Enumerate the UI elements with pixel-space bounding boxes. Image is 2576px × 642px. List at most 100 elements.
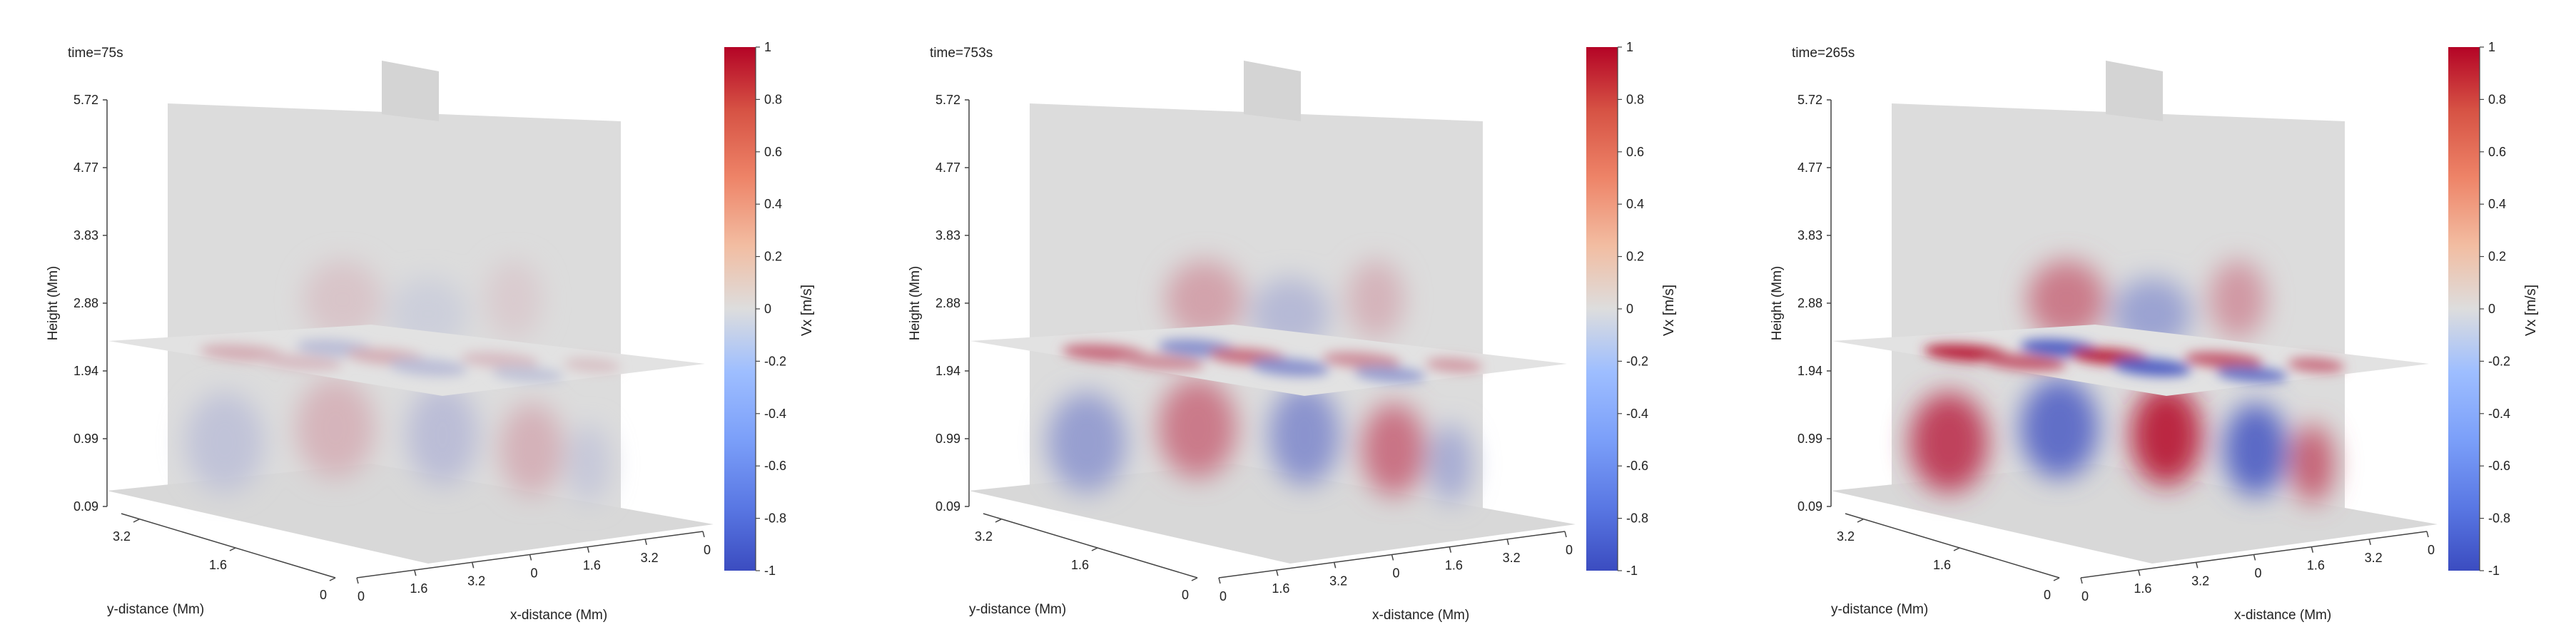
y-tick bbox=[1857, 519, 1864, 523]
vx-stripe bbox=[492, 366, 564, 383]
bottom-slice bbox=[1831, 464, 2438, 564]
vx-blob-upper bbox=[485, 260, 542, 339]
x-tick-label: 3.2 bbox=[641, 551, 659, 565]
vx-blob bbox=[2131, 385, 2202, 485]
colorbar-tick-label: -0.8 bbox=[2488, 511, 2510, 526]
y-axis-line bbox=[1845, 513, 2060, 579]
z-axis-label: Height (Mm) bbox=[908, 266, 923, 341]
vx-stripe bbox=[2184, 352, 2263, 369]
z-tick-label: 1.94 bbox=[73, 364, 98, 378]
colorbar-tick-label: -1 bbox=[1626, 564, 1638, 578]
middle-slice-vx-pattern bbox=[200, 339, 621, 383]
x-axis-label: x-distance (Mm) bbox=[510, 608, 607, 623]
y-tick-label: 0 bbox=[2044, 588, 2051, 602]
z-tick-label: 3.83 bbox=[935, 228, 960, 243]
x-tick bbox=[2426, 531, 2429, 538]
y-tick bbox=[1091, 547, 1098, 551]
vx-stripe bbox=[564, 357, 621, 373]
time-label: time=753s bbox=[930, 46, 993, 61]
x-tick-label: 1.6 bbox=[583, 559, 601, 573]
colorbar bbox=[724, 47, 756, 571]
colorbar-tick-label: 1 bbox=[2488, 40, 2495, 54]
z-tick-label: 0.09 bbox=[935, 499, 960, 514]
vertical-slice-fin bbox=[1244, 61, 1301, 121]
z-tick-label: 5.72 bbox=[935, 93, 960, 107]
z-tick-label: 5.72 bbox=[73, 93, 98, 107]
y-axis-label: y-distance (Mm) bbox=[107, 602, 204, 617]
x-tick-label: 1.6 bbox=[2134, 581, 2151, 596]
x-tick-label: 0 bbox=[530, 566, 537, 581]
colorbar-tick-label: 0.8 bbox=[2488, 92, 2506, 106]
y-tick-label: 1.6 bbox=[209, 558, 227, 572]
x-tick bbox=[414, 569, 417, 576]
x-tick bbox=[1391, 554, 1394, 561]
colorbar-tick-label: 0.8 bbox=[764, 92, 782, 106]
colorbar-tick-label: 0.2 bbox=[764, 250, 782, 264]
x-tick-label: 3.2 bbox=[2191, 574, 2209, 588]
vx-stripe bbox=[2216, 366, 2288, 383]
vx-stripe bbox=[460, 352, 539, 369]
colorbar-tick-label: 0.2 bbox=[2488, 250, 2506, 264]
y-tick bbox=[1191, 577, 1198, 581]
chart-panel-1: time=75s 0.09 0.99 1.94 2.88 3.83 4.77 5.72 Heig… bbox=[46, 40, 815, 623]
colorbar-label: Vx [m/s] bbox=[2523, 285, 2539, 336]
colorbar bbox=[1586, 47, 1618, 571]
vx-blob-upper bbox=[1165, 260, 1244, 339]
x-tick bbox=[702, 531, 705, 538]
colorbar-tick-label: 0.6 bbox=[2488, 145, 2506, 159]
x-tick-label: 0 bbox=[1566, 543, 1573, 557]
vx-blob-upper bbox=[2209, 260, 2266, 339]
chart-panel-2: time=753s 0.09 0.99 1.94 2.88 3.83 4.77 5.72 Hei… bbox=[908, 40, 1677, 623]
x-tick bbox=[2195, 562, 2199, 569]
y-axis-line bbox=[121, 513, 336, 579]
colorbar-tick-label: -0.8 bbox=[1626, 511, 1648, 526]
z-tick-label: 0.99 bbox=[1797, 432, 1822, 446]
x-tick-label: 3.2 bbox=[1503, 551, 1521, 565]
x-tick-label: 0 bbox=[358, 589, 365, 603]
vx-blob bbox=[1269, 385, 1340, 485]
y-tick bbox=[329, 577, 336, 581]
colorbar-tick-label: -0.2 bbox=[2488, 354, 2510, 368]
vx-stripe bbox=[1119, 354, 1205, 371]
y-axis-label: y-distance (Mm) bbox=[969, 602, 1066, 617]
x-tick bbox=[2311, 546, 2314, 553]
y-axis-label: y-distance (Mm) bbox=[1831, 602, 1928, 617]
vx-blob bbox=[1048, 392, 1126, 492]
z-tick-label: 2.88 bbox=[1797, 296, 1822, 310]
x-tick bbox=[529, 554, 532, 561]
vx-stripe bbox=[2288, 357, 2345, 373]
colorbar-tick-label: 0.4 bbox=[2488, 197, 2506, 211]
y-tick-label: 0 bbox=[1182, 588, 1189, 602]
vx-stripe bbox=[389, 358, 467, 377]
chart-panel-3: time=265s 0.09 0.99 1.94 2.88 3.83 4.77 5.72 Hei… bbox=[1770, 40, 2539, 623]
z-tick-label: 3.83 bbox=[1797, 228, 1822, 243]
x-tick bbox=[356, 577, 359, 584]
colorbar-label: Vx [m/s] bbox=[1661, 285, 1677, 336]
colorbar-tick-label: -0.4 bbox=[1626, 407, 1648, 421]
vx-blob bbox=[567, 424, 610, 503]
y-tick-label: 3.2 bbox=[113, 529, 131, 544]
colorbar-tick-label: 0.8 bbox=[1626, 92, 1644, 106]
x-tick-label: 1.6 bbox=[410, 581, 427, 596]
vertical-slice-vx-pattern bbox=[1048, 260, 1472, 503]
vx-blob bbox=[2291, 424, 2334, 503]
x-tick-label: 1.6 bbox=[1272, 581, 1289, 596]
x-tick bbox=[1449, 546, 1452, 553]
z-tick-label: 2.88 bbox=[73, 296, 98, 310]
colorbar-tick-label: -0.6 bbox=[1626, 459, 1648, 473]
z-tick-label: 0.09 bbox=[73, 499, 98, 514]
x-tick-label: 0 bbox=[1392, 566, 1399, 581]
x-tick-label: 0 bbox=[704, 543, 711, 557]
x-tick-label: 0 bbox=[1219, 589, 1227, 603]
x-tick bbox=[2253, 554, 2256, 561]
x-tick-label: 3.2 bbox=[2365, 551, 2383, 565]
time-label: time=75s bbox=[68, 46, 123, 61]
y-tick bbox=[995, 519, 1002, 523]
colorbar-tick-label: 0.6 bbox=[1626, 145, 1644, 159]
colorbar-tick-label: -0.4 bbox=[2488, 407, 2510, 421]
vertical-slice-fin bbox=[2106, 61, 2163, 121]
colorbar-tick-label: 1 bbox=[1626, 40, 1633, 54]
vx-blob-upper bbox=[1347, 260, 1404, 339]
vx-blob-upper bbox=[303, 260, 382, 339]
